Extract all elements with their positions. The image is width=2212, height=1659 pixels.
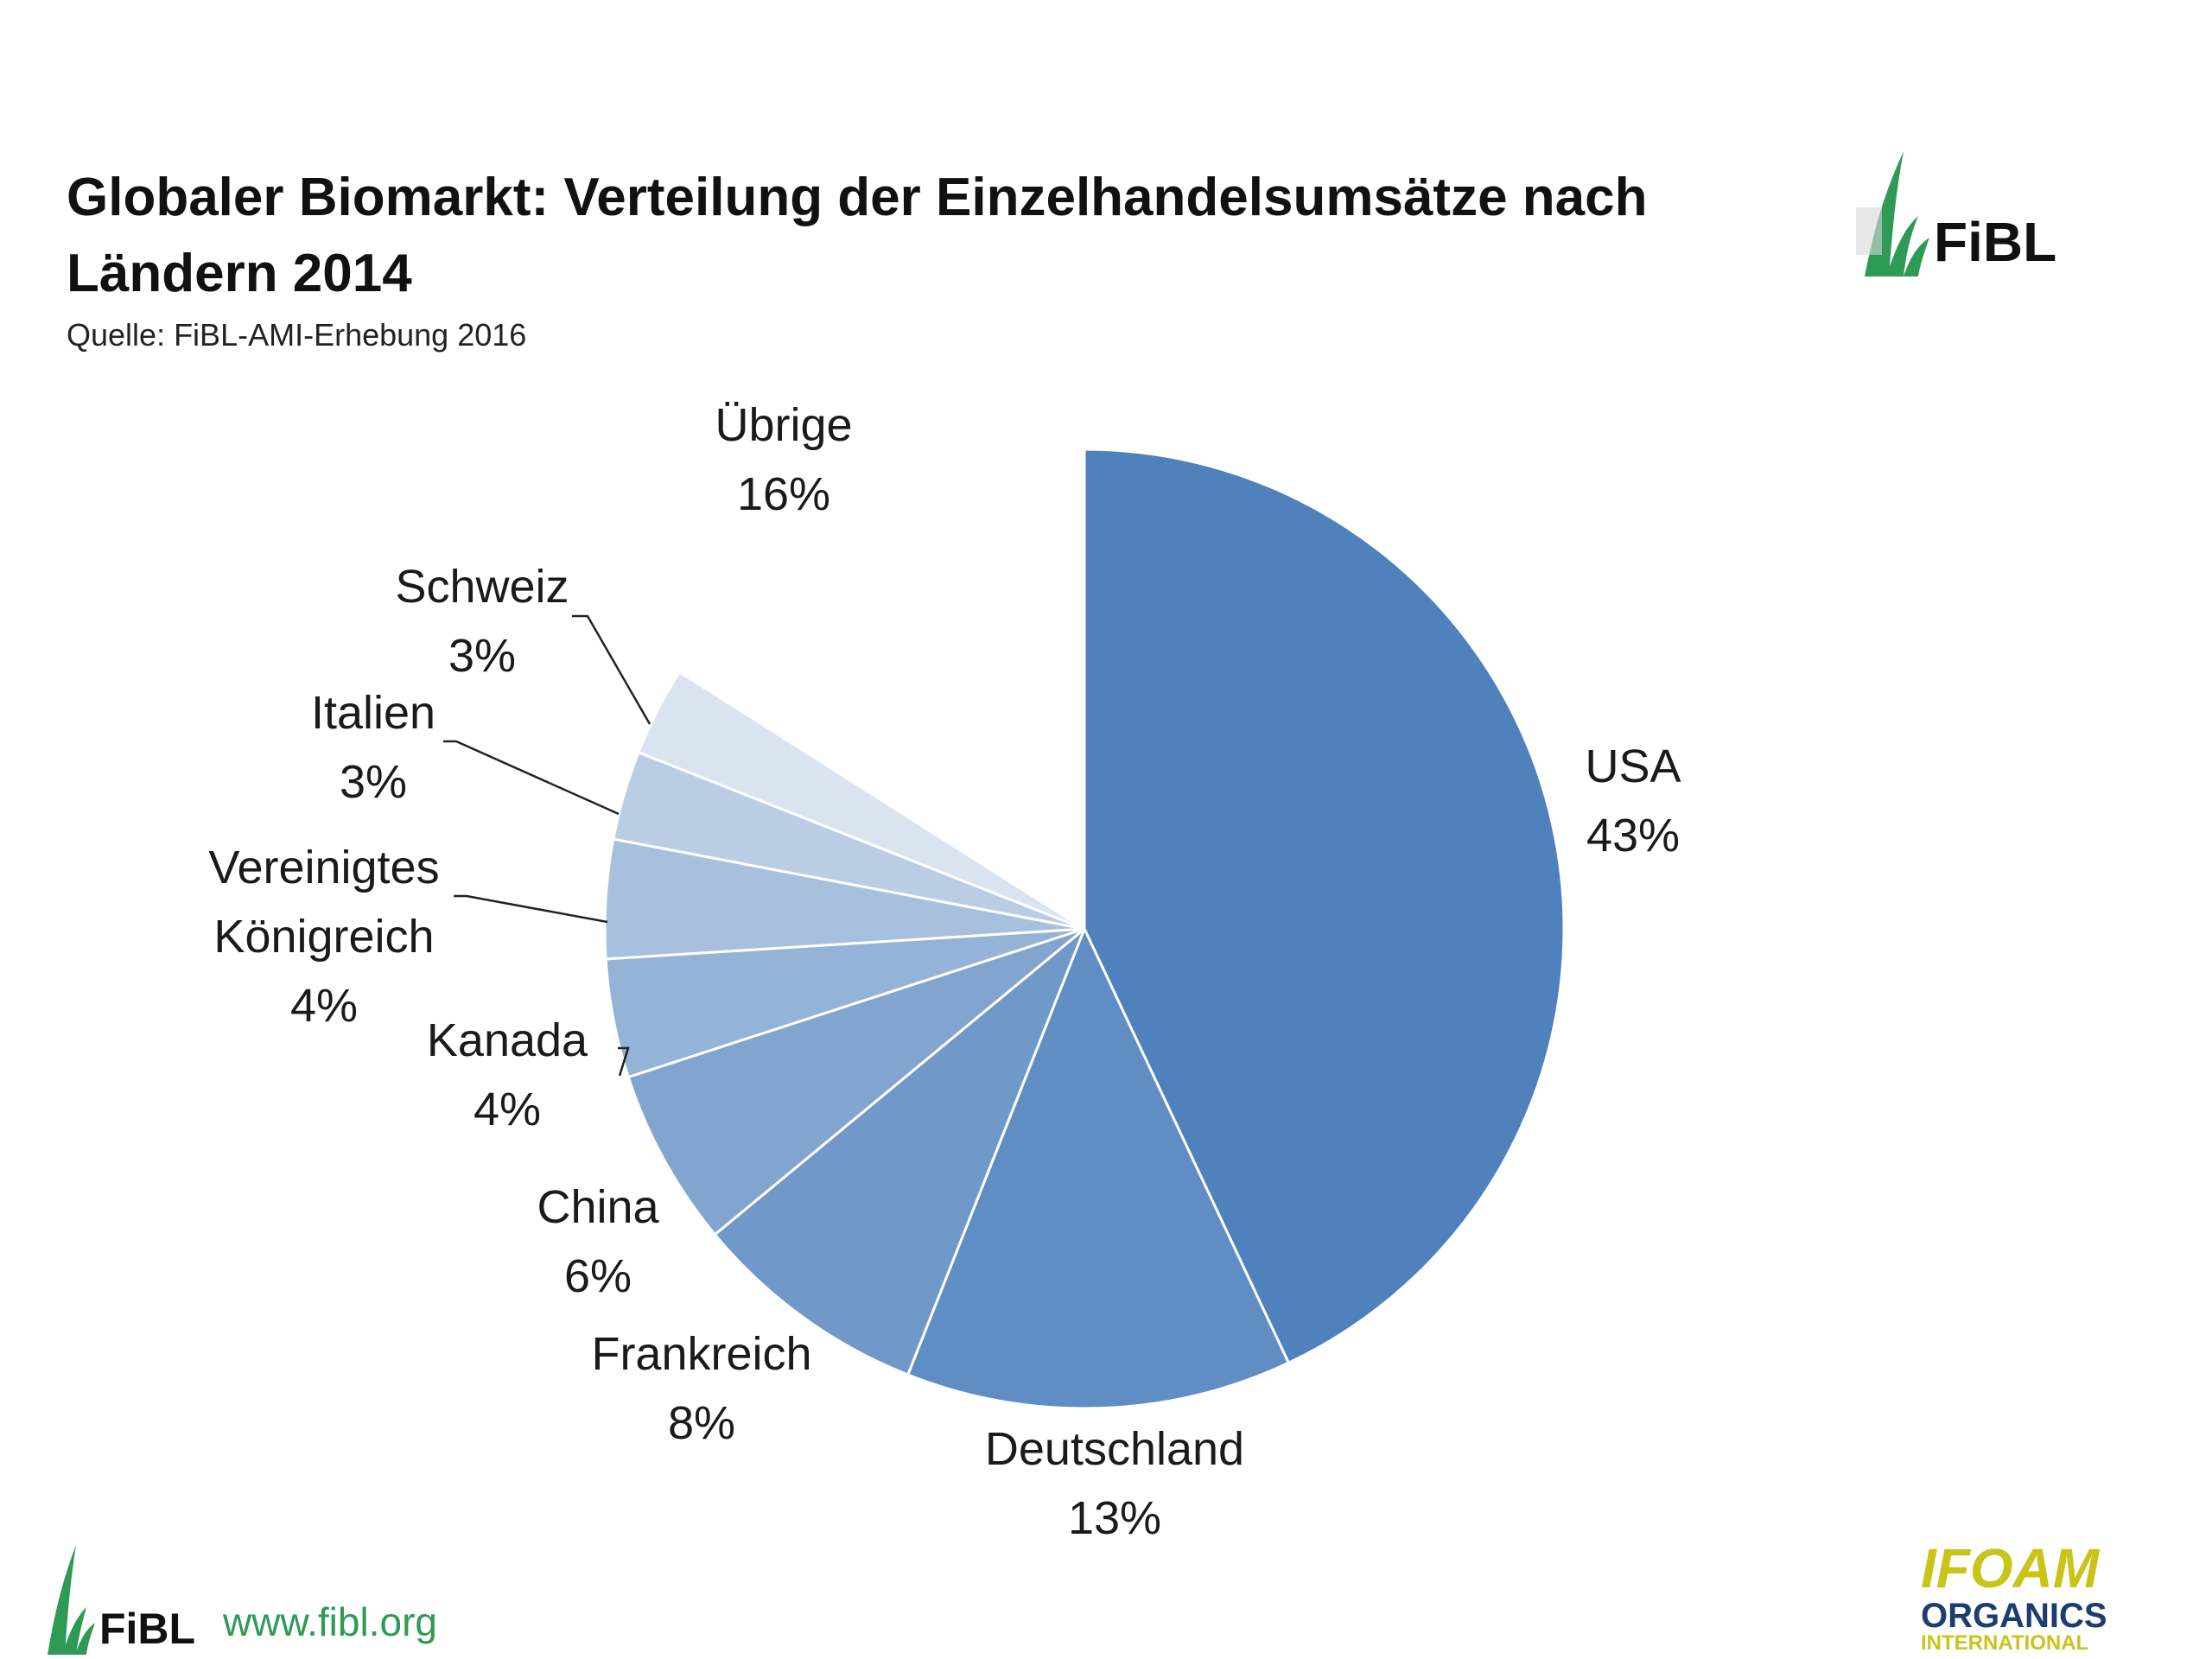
leader-line [572,614,652,725]
slice-label: China 6% [537,1181,659,1302]
slice-label: Italien 3% [311,687,435,808]
fibl-footer-text: FiBL [99,1605,195,1653]
ifoam-logo-line1: IFOAM [1921,1537,2101,1599]
source-note: Quelle: FiBL-AMI-Erhebung 2016 [67,317,527,353]
leader-line [454,894,608,924]
chart-title: Globaler Biomarkt: Verteilung der Einzel… [67,168,1648,303]
leader-lines [443,614,652,1077]
pie-slice-china [626,927,1085,1236]
website-link[interactable]: www.fibl.org [223,1599,437,1644]
fibl-logo: FiBL [1856,151,2056,276]
pie-slice-übrige [677,448,1086,931]
fibl-leaf-icon [48,1545,76,1655]
fibl-logo-footer: FiBL [48,1545,195,1655]
ifoam-logo: IFOAM ORGANICS INTERNATIONAL [1921,1537,2107,1655]
slice-label: Kanada 4% [427,1014,588,1135]
fibl-logo-text: FiBL [1934,211,2056,273]
leader-line [443,740,620,816]
slice-label: Vereinigtes Königreich 4% [208,842,439,1032]
slice-label: Übrige 16% [715,399,852,520]
ifoam-logo-line3: INTERNATIONAL [1921,1631,2088,1655]
leader-line [618,1046,630,1077]
pie-slice-usa [1083,448,1566,1365]
slice-label: USA 43% [1585,741,1681,861]
slice-labels: USA 43% Deutschland 13% Frankreich 8% China 6% K… [208,399,1681,1544]
slice-label: Deutschland 13% [985,1423,1244,1544]
pie-slice-deutschland [906,925,1291,1410]
ifoam-logo-line2: ORGANICS [1921,1597,2107,1635]
pie-slice-frankreich [713,927,1086,1376]
slice-label: Schweiz 3% [395,561,569,682]
pie-slices [603,448,1566,1410]
slice-label: Frankreich 8% [591,1328,811,1449]
